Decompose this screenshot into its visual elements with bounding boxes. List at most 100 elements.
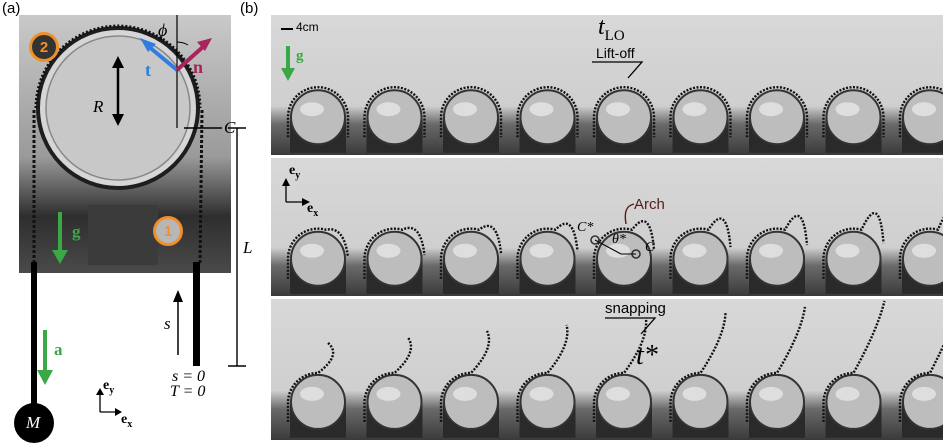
T0-label: T = 0 (170, 383, 206, 400)
frame-chain (669, 217, 732, 279)
frame-highlight (376, 386, 401, 401)
frame-cylinder (443, 230, 499, 287)
frame-chain (363, 336, 413, 422)
frame-highlight (759, 102, 783, 117)
frame-cylinder (290, 373, 346, 430)
g-label-a: g (72, 222, 81, 241)
liftoff-pointer (592, 61, 644, 79)
ey-label-a: ey (103, 378, 115, 396)
ex-label-b: ex (307, 201, 319, 219)
panel-b-label: (b) (240, 0, 259, 17)
frame-chain (898, 343, 943, 422)
frame-cylinder (366, 373, 423, 430)
frame-cylinder (749, 373, 805, 430)
frame-cylinder (672, 230, 729, 287)
arch-label: Arch (634, 196, 665, 213)
frame-highlight (529, 102, 554, 117)
frame-chain (516, 86, 579, 138)
frame-cylinder (902, 230, 943, 287)
frame-cylinder (290, 230, 346, 287)
frame-highlight (835, 102, 860, 117)
axes-b (282, 178, 310, 206)
frame-cylinder (443, 89, 499, 146)
a-label: a (54, 340, 63, 359)
frame-chain (516, 324, 569, 422)
frame-cylinder (902, 89, 943, 146)
C-label: C (224, 118, 236, 137)
frame-highlight (453, 102, 477, 117)
arch-pointer (624, 203, 635, 225)
tLO-label: tLO (598, 14, 625, 44)
frame-chain (592, 318, 648, 422)
snapping-pointer (605, 317, 657, 335)
frame-highlight (529, 386, 554, 401)
frame-cylinder (290, 89, 346, 146)
frame-chain (286, 86, 350, 138)
liftoff-label: Lift-off (596, 45, 635, 61)
frame-highlight (835, 386, 860, 401)
frame-cylinder (902, 373, 943, 430)
theta-label: θ* (612, 232, 626, 247)
frame-cylinder (749, 89, 805, 146)
frame-highlight (376, 102, 401, 117)
frame-highlight (529, 243, 554, 258)
C-label-b: C (645, 240, 655, 255)
frame-chain (669, 312, 727, 422)
frame-chain (745, 306, 807, 422)
frame-highlight (682, 386, 707, 401)
frame-highlight (835, 243, 860, 258)
frame-highlight (759, 243, 783, 258)
t-vector-label: t (145, 60, 151, 80)
frame-chain (286, 227, 350, 279)
phi-label: ϕ (158, 20, 168, 40)
frame-chain (516, 222, 579, 279)
frame-cylinder (519, 230, 576, 287)
frame-highlight (759, 386, 783, 401)
Cstar-label: C* (577, 220, 594, 235)
frame-chain (822, 86, 885, 138)
frame-highlight (300, 243, 324, 258)
frame-cylinder (596, 373, 652, 430)
mass-label: M (26, 413, 41, 432)
frame-highlight (606, 386, 630, 401)
frame-highlight (376, 243, 401, 258)
frame-chain (592, 86, 656, 138)
frame-chain (898, 86, 943, 138)
frame-highlight (912, 386, 936, 401)
frame-cylinder (825, 373, 882, 430)
frame-chain (669, 86, 732, 138)
g-label-b: g (296, 48, 304, 64)
L-label: L (243, 238, 253, 257)
frame-highlight (682, 243, 707, 258)
snapping-label: snapping (605, 300, 666, 317)
frame-cylinder (519, 89, 576, 146)
frame-chain (822, 211, 885, 279)
panel-a-label: (a) (2, 0, 21, 17)
frame-highlight (300, 386, 324, 401)
frame-chain (363, 226, 426, 279)
frame-chain (286, 342, 335, 422)
frame-cylinder (672, 89, 729, 146)
frame-cylinder (366, 89, 423, 146)
frame-highlight (606, 102, 630, 117)
frame-chain (745, 86, 809, 138)
frame-cylinder (443, 373, 499, 430)
frame-chain (822, 300, 886, 422)
tstar-label: t* (636, 340, 658, 371)
ey-label-b: ey (289, 163, 301, 181)
frame-cylinder (596, 230, 652, 287)
frame-cylinder (366, 230, 423, 287)
frame-chain (439, 224, 503, 279)
s0-label: s = 0 (172, 368, 206, 385)
arch-geometry (590, 235, 641, 259)
R-label: R (93, 97, 104, 116)
frame-cylinder (672, 373, 729, 430)
frame-chain (592, 220, 656, 279)
frame-cylinder (519, 373, 576, 430)
frame-highlight (453, 386, 477, 401)
scale-bar (281, 28, 293, 30)
frame-cylinder (825, 230, 882, 287)
frame-chain (439, 86, 503, 138)
